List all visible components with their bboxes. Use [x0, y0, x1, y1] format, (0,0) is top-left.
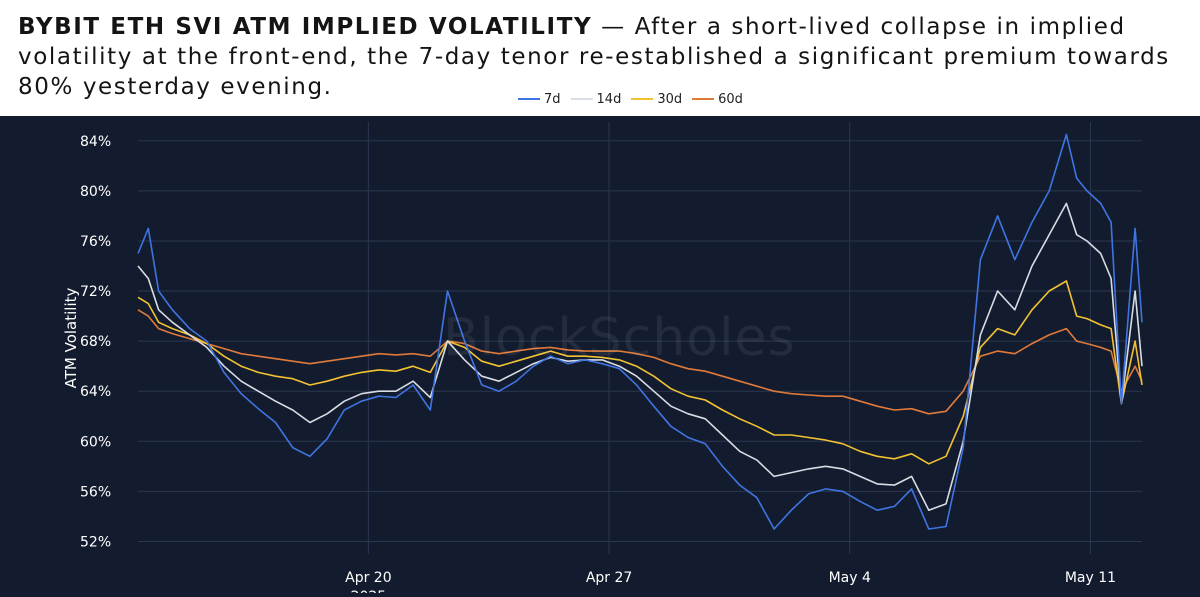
legend-item-7d[interactable]: 7d	[518, 92, 561, 107]
series-line-14d	[137, 202, 1143, 512]
watermark: BlockScholes	[443, 308, 796, 368]
legend-label: 60d	[718, 91, 743, 107]
legend-item-14d[interactable]: 14d	[570, 91, 622, 107]
x-tick-label: May 11	[1065, 570, 1116, 586]
y-tick-label: 52%	[80, 534, 111, 550]
legend-label: 14d	[596, 91, 622, 107]
y-tick-label: 80%	[80, 184, 111, 200]
y-tick-label: 72%	[80, 284, 111, 300]
y-axis-label: ATM Volatility	[62, 288, 80, 389]
series-line-30d	[137, 280, 1143, 465]
y-tick-label: 84%	[80, 134, 111, 150]
y-tick-label: 56%	[80, 484, 111, 500]
y-tick-label: 60%	[80, 434, 111, 450]
chart-legend: 7d 14d 30d 60d	[518, 88, 757, 110]
volatility-line-chart: 52% 56% 60% 64% 68% 72% 76% 80% 84% Apr 20 2025 Apr…	[62, 122, 1143, 597]
x-tick-label: Apr 20	[345, 570, 391, 586]
series-line-60d	[137, 309, 1143, 415]
chart-area: 52% 56% 60% 64% 68% 72% 76% 80% 84% Apr 20 2025 Apr…	[0, 116, 1200, 597]
legend-swatch	[631, 98, 654, 100]
y-tick-label: 64%	[80, 384, 111, 400]
series-line-7d	[137, 133, 1143, 530]
chart-title-bold: BYBIT ETH SVI ATM IMPLIED VOLATILITY	[18, 14, 593, 40]
legend-item-60d[interactable]: 60d	[692, 92, 743, 107]
legend-label: 7d	[544, 91, 561, 107]
x-tick-label: Apr 27	[586, 570, 632, 586]
y-tick-label: 76%	[80, 234, 111, 250]
legend-swatch	[692, 98, 715, 100]
x-tick-sublabel: 2025	[351, 589, 387, 593]
y-tick-label: 68%	[80, 334, 111, 350]
chart-title: BYBIT ETH SVI ATM IMPLIED VOLATILITY — A…	[18, 12, 1198, 102]
chart-title-rest: — After a short-lived collapse in implie…	[18, 14, 1170, 100]
x-tick-label: May 4	[829, 570, 871, 586]
legend-swatch	[518, 98, 540, 100]
legend-swatch	[570, 98, 593, 100]
legend-label: 30d	[657, 91, 683, 107]
legend-item-30d[interactable]: 30d	[631, 92, 682, 107]
